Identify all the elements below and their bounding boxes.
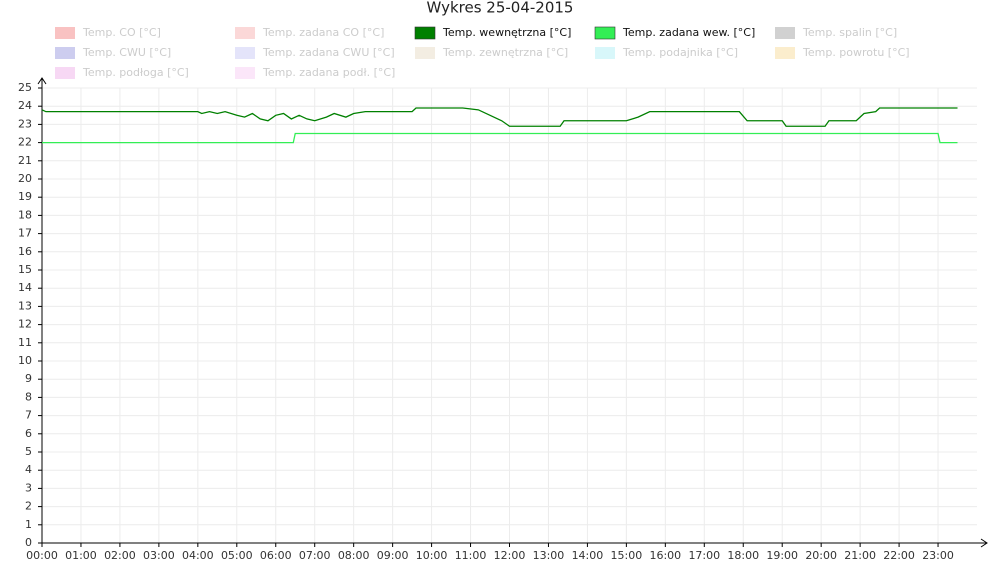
y-tick-label: 13 xyxy=(18,299,32,312)
y-tick-label: 12 xyxy=(18,318,32,331)
x-tick-label: 02:00 xyxy=(104,549,136,562)
y-tick-label: 14 xyxy=(18,281,32,294)
y-tick-label: 25 xyxy=(18,81,32,94)
y-tick-label: 6 xyxy=(25,427,32,440)
x-tick-label: 03:00 xyxy=(143,549,175,562)
y-tick-label: 3 xyxy=(25,481,32,494)
y-tick-label: 23 xyxy=(18,117,32,130)
legend-label[interactable]: Temp. zadana CWU [°C] xyxy=(262,46,395,59)
legend-swatch[interactable] xyxy=(55,47,75,59)
x-tick-label: 14:00 xyxy=(572,549,604,562)
y-tick-label: 7 xyxy=(25,409,32,422)
chart-title: Wykres 25-04-2015 xyxy=(427,0,574,17)
series-line xyxy=(41,107,958,127)
x-tick-label: 12:00 xyxy=(494,549,526,562)
legend-label[interactable]: Temp. powrotu [°C] xyxy=(802,46,910,59)
x-tick-label: 18:00 xyxy=(727,549,759,562)
legend-label[interactable]: Temp. zadana CO [°C] xyxy=(262,26,384,39)
y-tick-label: 2 xyxy=(25,500,32,513)
legend-label[interactable]: Temp. CO [°C] xyxy=(82,26,161,39)
x-tick-label: 08:00 xyxy=(338,549,370,562)
y-tick-label: 16 xyxy=(18,245,32,258)
legend-swatch[interactable] xyxy=(775,47,795,59)
legend-swatch[interactable] xyxy=(595,47,615,59)
x-tick-label: 06:00 xyxy=(260,549,292,562)
legend-swatch[interactable] xyxy=(235,67,255,79)
x-tick-label: 13:00 xyxy=(533,549,565,562)
legend-swatch[interactable] xyxy=(415,47,435,59)
x-axis xyxy=(42,538,988,548)
y-tick-label: 20 xyxy=(18,172,32,185)
x-tick-label: 10:00 xyxy=(416,549,448,562)
x-tick-label: 21:00 xyxy=(844,549,876,562)
x-tick-label: 09:00 xyxy=(377,549,409,562)
x-tick-label: 19:00 xyxy=(766,549,798,562)
legend-label[interactable]: Temp. zadana podł. [°C] xyxy=(262,66,395,79)
y-tick-label: 18 xyxy=(18,208,32,221)
legend-label[interactable]: Temp. CWU [°C] xyxy=(82,46,171,59)
y-tick-label: 11 xyxy=(18,336,32,349)
y-tick-label: 4 xyxy=(25,463,32,476)
y-tick-label: 9 xyxy=(25,372,32,385)
x-tick-label: 11:00 xyxy=(455,549,487,562)
y-tick-label: 0 xyxy=(25,536,32,549)
legend-swatch[interactable] xyxy=(55,27,75,39)
y-tick-label: 5 xyxy=(25,445,32,458)
legend-swatch[interactable] xyxy=(235,47,255,59)
legend-label[interactable]: Temp. wewnętrzna [°C] xyxy=(442,26,571,39)
x-tick-label: 20:00 xyxy=(805,549,837,562)
x-tick-label: 00:00 xyxy=(26,549,58,562)
x-tick-label: 07:00 xyxy=(299,549,331,562)
y-tick-label: 24 xyxy=(18,99,32,112)
y-tick-label: 21 xyxy=(18,154,32,167)
x-tick-label: 16:00 xyxy=(649,549,681,562)
x-tick-label: 22:00 xyxy=(883,549,915,562)
y-tick-label: 10 xyxy=(18,354,32,367)
y-tick-label: 1 xyxy=(25,518,32,531)
legend-label[interactable]: Temp. zewnętrzna [°C] xyxy=(442,46,568,59)
x-tick-label: 17:00 xyxy=(688,549,720,562)
x-tick-label: 23:00 xyxy=(922,549,954,562)
x-tick-label: 15:00 xyxy=(611,549,643,562)
legend-label[interactable]: Temp. spalin [°C] xyxy=(802,26,897,39)
legend-swatch[interactable] xyxy=(775,27,795,39)
y-axis xyxy=(37,77,47,543)
x-tick-label: 01:00 xyxy=(65,549,97,562)
y-tick-label: 15 xyxy=(18,263,32,276)
x-tick-label: 04:00 xyxy=(182,549,214,562)
x-tick-label: 05:00 xyxy=(221,549,253,562)
y-tick-label: 17 xyxy=(18,227,32,240)
legend-swatch[interactable] xyxy=(235,27,255,39)
y-tick-label: 19 xyxy=(18,190,32,203)
legend-swatch[interactable] xyxy=(414,26,436,40)
legend-swatch[interactable] xyxy=(55,67,75,79)
legend-label[interactable]: Temp. zadana wew. [°C] xyxy=(622,26,755,39)
y-tick-label: 22 xyxy=(18,136,32,149)
y-tick-label: 8 xyxy=(25,390,32,403)
series-line xyxy=(42,132,958,144)
legend-label[interactable]: Temp. podajnika [°C] xyxy=(622,46,738,59)
legend-swatch[interactable] xyxy=(594,26,616,40)
legend-label[interactable]: Temp. podłoga [°C] xyxy=(82,66,189,79)
